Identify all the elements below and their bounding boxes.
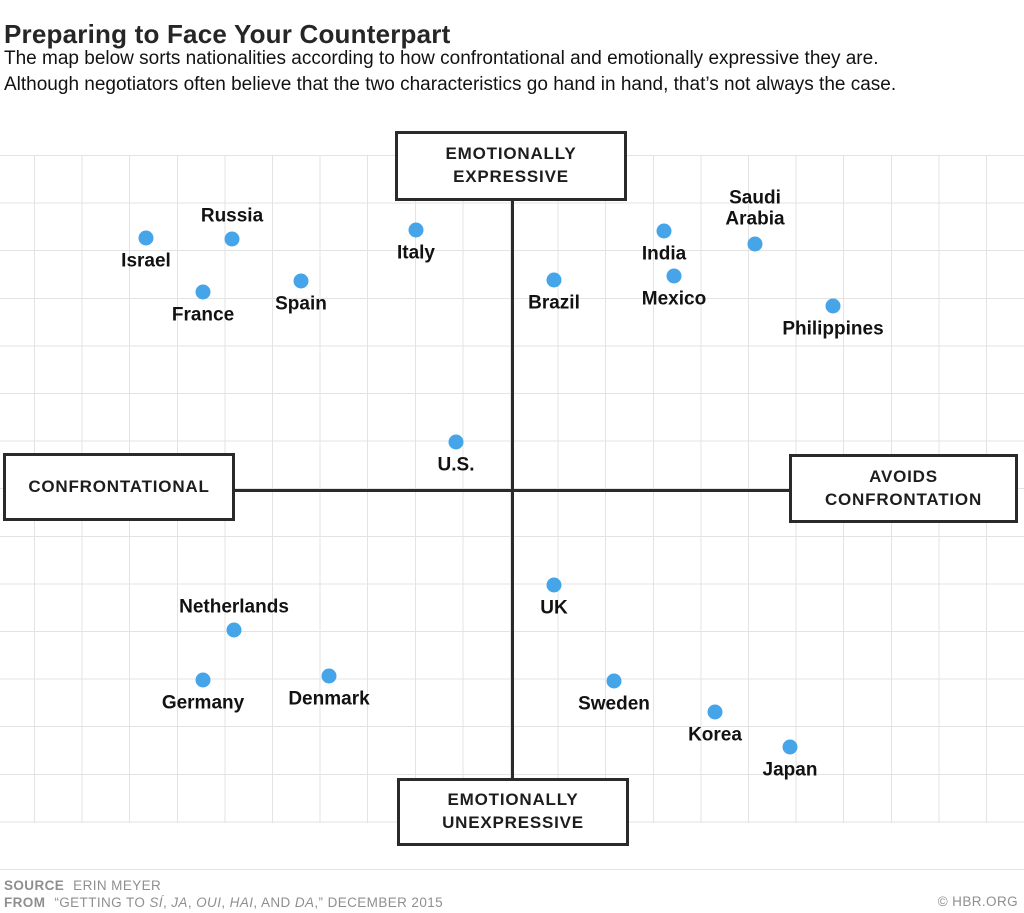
axis-label-text: CONFRONTATIONAL <box>28 476 210 496</box>
citation-segment: , <box>187 895 197 910</box>
data-point-korea <box>707 704 723 720</box>
copyright-text: © HBR.ORG <box>937 894 1018 909</box>
data-point-israel <box>138 230 154 246</box>
data-point-mexico <box>666 268 682 284</box>
axis-label-text: EMOTIONALLY UNEXPRESSIVE <box>442 790 584 832</box>
point-label-india: India <box>641 243 687 265</box>
data-point-u-s <box>448 434 464 450</box>
citation-italic-segment: DA <box>294 895 315 910</box>
point-label-netherlands: Netherlands <box>179 596 289 618</box>
point-label-korea: Korea <box>688 724 742 746</box>
data-point-japan <box>782 739 798 755</box>
data-point-sweden <box>606 673 622 689</box>
point-label-italy: Italy <box>396 242 436 264</box>
axis-label-text: AVOIDS CONFRONTATION <box>824 466 983 509</box>
footer: SOURCE ERIN MEYER FROM “GETTING TO SÍ, JA,… <box>4 877 443 911</box>
data-point-spain <box>293 273 309 289</box>
page-title: Preparing to Face Your Counterpart <box>4 19 451 50</box>
data-point-italy <box>408 222 424 238</box>
citation-segment: “GETTING TO <box>54 895 150 910</box>
point-label-u-s: U.S. <box>437 454 475 476</box>
from-label: FROM <box>4 895 46 910</box>
point-label-japan: Japan <box>762 759 818 781</box>
data-point-india <box>656 223 672 239</box>
point-label-saudi-arabia: Saudi Arabia <box>725 187 785 230</box>
data-point-netherlands <box>226 622 242 638</box>
axis-label-confrontational: CONFRONTATIONAL <box>3 453 235 521</box>
citation-italic-segment: SÍ <box>149 895 163 910</box>
citation-italic-segment: JA <box>171 895 188 910</box>
citation-italic-segment: HAI <box>229 895 254 910</box>
point-label-philippines: Philippines <box>782 318 884 340</box>
point-label-sweden: Sweden <box>578 693 650 715</box>
point-label-russia: Russia <box>200 205 264 227</box>
from-citation: “GETTING TO SÍ, JA, OUI, HAI, AND DA,” D… <box>54 895 443 910</box>
axis-label-emotionally-expressive: EMOTIONALLY EXPRESSIVE <box>395 131 627 201</box>
data-point-saudi-arabia <box>747 236 763 252</box>
source-label: SOURCE <box>4 878 65 893</box>
axis-label-text: EMOTIONALLY EXPRESSIVE <box>445 144 577 186</box>
citation-italic-segment: OUI <box>196 895 222 910</box>
point-label-brazil: Brazil <box>528 292 580 314</box>
axis-label-avoids-confrontation: AVOIDS CONFRONTATION <box>789 454 1018 523</box>
data-point-russia <box>224 231 240 247</box>
axis-label-emotionally-unexpressive: EMOTIONALLY UNEXPRESSIVE <box>397 778 629 846</box>
point-label-france: France <box>171 304 235 326</box>
citation-segment: , AND <box>253 895 295 910</box>
subtitle-line-2: Although negotiators often believe that … <box>4 74 897 95</box>
chart-subtitle: The map below sorts nationalities accord… <box>4 46 896 98</box>
data-point-denmark <box>321 668 337 684</box>
point-label-spain: Spain <box>275 293 327 315</box>
point-label-germany: Germany <box>161 692 245 714</box>
source-line: SOURCE ERIN MEYER <box>4 877 443 894</box>
point-label-mexico: Mexico <box>641 288 707 310</box>
data-point-uk <box>546 577 562 593</box>
data-point-germany <box>195 672 211 688</box>
source-value: ERIN MEYER <box>73 878 162 893</box>
citation-segment: , <box>162 895 172 910</box>
data-point-brazil <box>546 272 562 288</box>
point-label-uk: UK <box>540 597 568 619</box>
point-label-denmark: Denmark <box>288 688 370 710</box>
citation-segment: ,” DECEMBER 2015 <box>314 895 444 910</box>
point-label-israel: Israel <box>121 250 171 272</box>
data-point-france <box>195 284 211 300</box>
citation-segment: , <box>221 895 230 910</box>
from-line: FROM “GETTING TO SÍ, JA, OUI, HAI, AND DA… <box>4 894 443 911</box>
subtitle-line-1: The map below sorts nationalities accord… <box>4 48 879 69</box>
data-point-philippines <box>825 298 841 314</box>
horizontal-axis-line <box>235 488 789 492</box>
